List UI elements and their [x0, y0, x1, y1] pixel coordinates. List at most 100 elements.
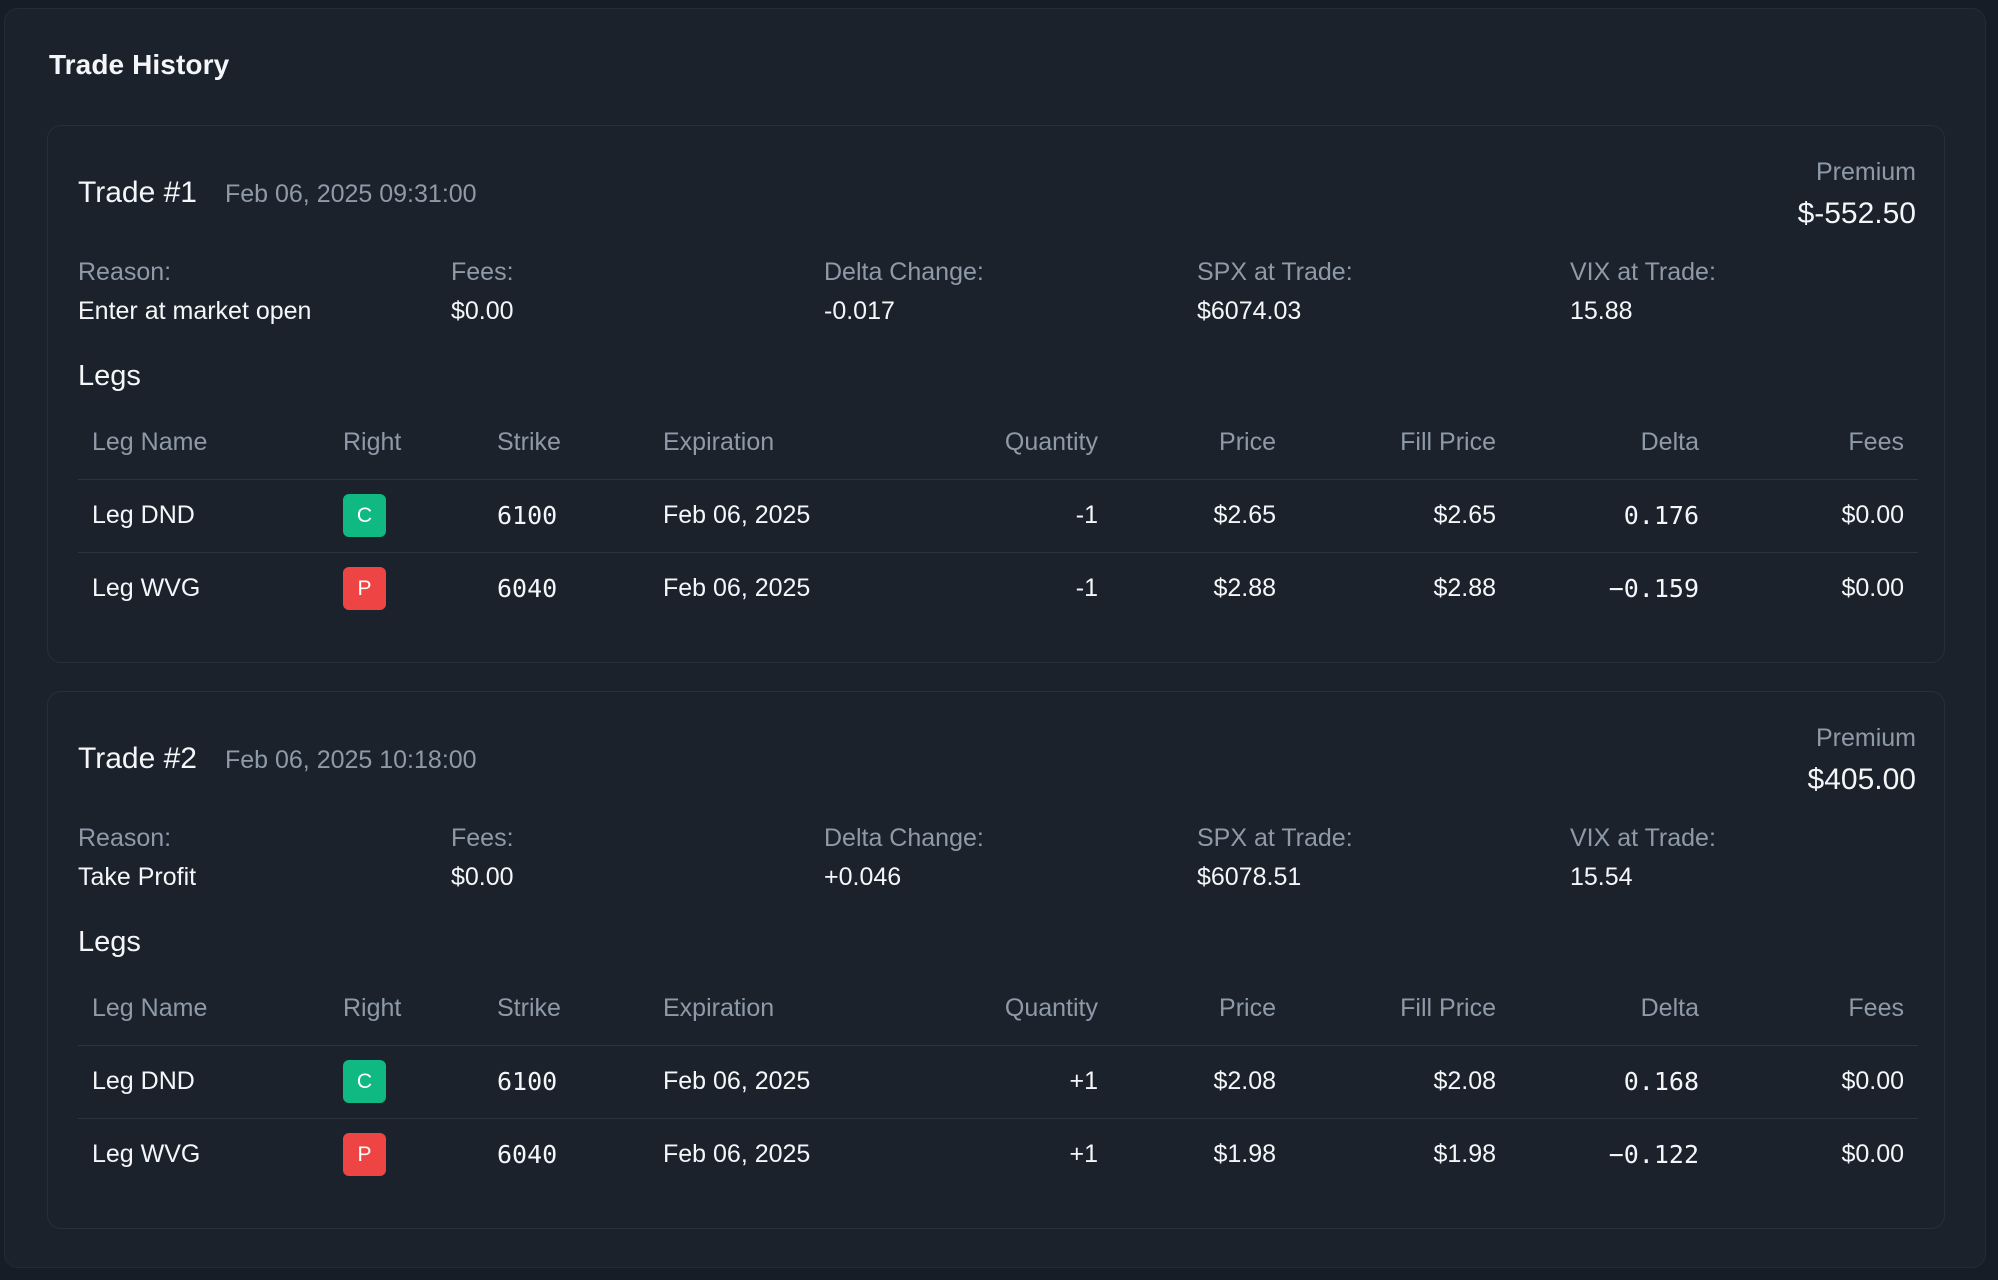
quantity: -1 — [871, 479, 1112, 553]
table-header-row: Leg Name Right Strike Expiration Quantit… — [78, 406, 1918, 480]
col-quantity[interactable]: Quantity — [871, 406, 1112, 480]
fees: $0.00 — [1713, 479, 1918, 553]
right-cell: P — [329, 1118, 483, 1191]
delta: −0.122 — [1608, 1140, 1699, 1170]
premium-value: $-552.50 — [1797, 197, 1916, 230]
reason-field: Reason: Enter at market open — [78, 258, 311, 326]
trade-history-panel: Trade History Trade #1 Feb 06, 2025 09:3… — [4, 8, 1986, 1268]
trade-name: Trade #2 — [78, 742, 197, 775]
delta-change-field: Delta Change: -0.017 — [824, 258, 984, 326]
table-row: Leg DND C 6100 Feb 06, 2025 -1 $2.65 $2.… — [78, 479, 1918, 553]
right-cell: C — [329, 1045, 483, 1119]
fill-price: $2.88 — [1433, 574, 1496, 603]
panel-title: Trade History — [49, 49, 230, 80]
fees: $0.00 — [1841, 574, 1904, 603]
right-cell: P — [329, 552, 483, 625]
legs-table: Leg Name Right Strike Expiration Quantit… — [78, 972, 1918, 1191]
expiration: Feb 06, 2025 — [663, 574, 811, 603]
vix-label: VIX at Trade: — [1570, 258, 1716, 286]
col-expiration[interactable]: Expiration — [649, 406, 871, 480]
col-delta[interactable]: Delta — [1510, 406, 1713, 480]
delta: −0.159 — [1608, 574, 1699, 604]
price: $1.98 — [1213, 1140, 1276, 1169]
col-fees[interactable]: Fees — [1713, 406, 1918, 480]
premium-label: Premium — [1815, 724, 1916, 752]
legs-heading: Legs — [78, 926, 141, 958]
reason-value: Enter at market open — [78, 297, 312, 325]
col-price[interactable]: Price — [1112, 406, 1290, 480]
delta: 0.168 — [1510, 1045, 1713, 1119]
legs-heading: Legs — [78, 360, 141, 392]
col-quantity[interactable]: Quantity — [871, 972, 1112, 1046]
leg-name: Leg WVG — [92, 574, 201, 603]
leg-name: Leg DND — [78, 1045, 329, 1119]
col-strike[interactable]: Strike — [483, 406, 649, 480]
col-expiration[interactable]: Expiration — [649, 972, 871, 1046]
trade-name: Trade #1 — [78, 176, 197, 209]
leg-name: Leg DND — [78, 479, 329, 553]
reason-value: Take Profit — [78, 863, 197, 891]
vix-field: VIX at Trade: 15.54 — [1570, 824, 1716, 892]
col-strike[interactable]: Strike — [483, 972, 649, 1046]
call-badge: C — [343, 494, 386, 537]
table-row: Leg DND C 6100 Feb 06, 2025 +1 $2.08 $2.… — [78, 1045, 1918, 1119]
delta-change-value: -0.017 — [824, 297, 895, 325]
trade-details: Reason: Enter at market open Fees: $0.00… — [78, 258, 1918, 328]
reason-label: Reason: — [78, 824, 172, 852]
trade-timestamp: Feb 06, 2025 10:18:00 — [224, 746, 477, 774]
vix-field: VIX at Trade: 15.88 — [1570, 258, 1716, 326]
expiration: Feb 06, 2025 — [663, 1140, 811, 1169]
delta-change-field: Delta Change: +0.046 — [824, 824, 984, 892]
put-badge: P — [343, 567, 386, 611]
table-header-row: Leg Name Right Strike Expiration Quantit… — [78, 972, 1918, 1046]
table-row: Leg WVG P 6040 Feb 06, 2025 +1 $1.98 $1.… — [78, 1118, 1918, 1191]
spx-field: SPX at Trade: $6078.51 — [1197, 824, 1353, 892]
col-fill-price[interactable]: Fill Price — [1290, 972, 1510, 1046]
col-leg-name[interactable]: Leg Name — [78, 972, 329, 1046]
premium-label: Premium — [1815, 158, 1916, 186]
price: $2.65 — [1112, 479, 1290, 553]
legs-table: Leg Name Right Strike Expiration Quantit… — [78, 406, 1918, 625]
spx-label: SPX at Trade: — [1197, 258, 1353, 286]
trade-details: Reason: Take Profit Fees: $0.00 Delta Ch… — [78, 824, 1918, 894]
table-row: Leg WVG P 6040 Feb 06, 2025 -1 $2.88 $2.… — [78, 552, 1918, 625]
fees-field: Fees: $0.00 — [451, 258, 514, 326]
spx-field: SPX at Trade: $6074.03 — [1197, 258, 1353, 326]
trade-header: Trade #1 Feb 06, 2025 09:31:00 — [78, 176, 477, 210]
col-right[interactable]: Right — [329, 406, 483, 480]
fill-price: $2.65 — [1290, 479, 1510, 553]
vix-value: 15.54 — [1570, 863, 1633, 891]
right-cell: C — [329, 479, 483, 553]
quantity: -1 — [1075, 574, 1098, 603]
trade-card: Trade #1 Feb 06, 2025 09:31:00 Premium $… — [47, 125, 1945, 663]
spx-value: $6078.51 — [1197, 863, 1302, 891]
delta-change-value: +0.046 — [824, 863, 902, 891]
col-fill-price[interactable]: Fill Price — [1290, 406, 1510, 480]
fees-label: Fees: — [451, 258, 514, 286]
strike: 6100 — [483, 1045, 649, 1119]
fees-value: $0.00 — [451, 863, 514, 891]
vix-label: VIX at Trade: — [1570, 824, 1716, 852]
expiration: Feb 06, 2025 — [649, 479, 871, 553]
fees: $0.00 — [1713, 1045, 1918, 1119]
trade-timestamp: Feb 06, 2025 09:31:00 — [224, 180, 477, 208]
col-fees[interactable]: Fees — [1713, 972, 1918, 1046]
fees-label: Fees: — [451, 824, 514, 852]
expiration: Feb 06, 2025 — [649, 1045, 871, 1119]
col-price[interactable]: Price — [1112, 972, 1290, 1046]
call-badge: C — [343, 1060, 386, 1103]
leg-name: Leg WVG — [92, 1140, 201, 1169]
col-right[interactable]: Right — [329, 972, 483, 1046]
fees: $0.00 — [1841, 1140, 1904, 1169]
price: $2.08 — [1112, 1045, 1290, 1119]
spx-value: $6074.03 — [1197, 297, 1302, 325]
strike: 6040 — [497, 574, 558, 604]
put-badge: P — [343, 1133, 386, 1177]
col-leg-name[interactable]: Leg Name — [78, 406, 329, 480]
trade-card: Trade #2 Feb 06, 2025 10:18:00 Premium $… — [47, 691, 1945, 1229]
trade-header: Trade #2 Feb 06, 2025 10:18:00 — [78, 742, 477, 776]
col-delta[interactable]: Delta — [1510, 972, 1713, 1046]
delta-change-label: Delta Change: — [824, 824, 984, 852]
strike: 6100 — [483, 479, 649, 553]
fees-value: $0.00 — [451, 297, 514, 325]
